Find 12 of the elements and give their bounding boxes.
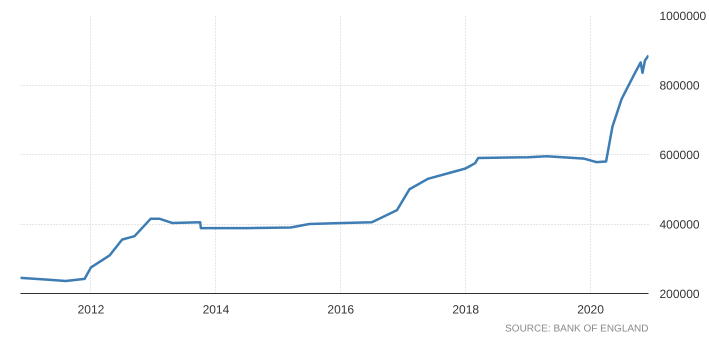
x-tick-label: 2020 [577, 302, 604, 316]
x-tick-label: 2016 [327, 302, 354, 316]
y-tick-label: 200000 [660, 287, 700, 301]
source-note: SOURCE: BANK OF ENGLAND [505, 324, 648, 334]
x-tick-label: 2018 [452, 302, 480, 316]
y-tick-label: 1000000 [660, 9, 707, 23]
x-tick-label: 2014 [202, 302, 230, 316]
y-tick-label: 800000 [660, 78, 700, 92]
x-tick-label: 2012 [78, 302, 105, 316]
y-tick-label: 400000 [660, 218, 700, 232]
line-series [20, 54, 648, 282]
y-tick-label: 600000 [660, 148, 700, 162]
